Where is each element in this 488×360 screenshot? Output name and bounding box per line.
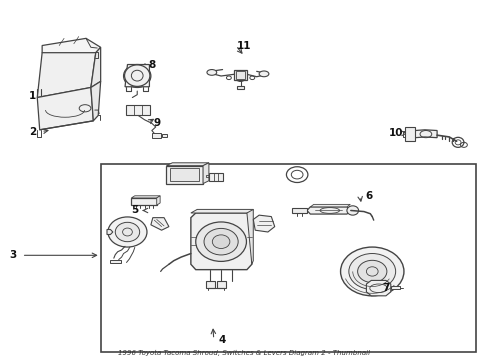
Polygon shape <box>306 207 350 214</box>
Ellipse shape <box>259 71 268 77</box>
Polygon shape <box>166 166 203 184</box>
Polygon shape <box>170 168 199 181</box>
Polygon shape <box>253 215 274 232</box>
Text: 3: 3 <box>9 250 17 260</box>
Text: 11: 11 <box>237 41 251 50</box>
Polygon shape <box>414 130 436 138</box>
Bar <box>152 134 160 138</box>
Text: 1996 Toyota Tacoma Shroud, Switches & Levers Diagram 2 - Thumbnail: 1996 Toyota Tacoma Shroud, Switches & Le… <box>118 350 370 356</box>
Polygon shape <box>131 198 157 205</box>
Polygon shape <box>131 196 160 198</box>
Polygon shape <box>233 69 247 80</box>
Ellipse shape <box>206 69 216 75</box>
Text: 7: 7 <box>382 283 389 293</box>
Polygon shape <box>190 210 253 213</box>
Polygon shape <box>91 47 101 87</box>
Ellipse shape <box>108 217 147 247</box>
Polygon shape <box>190 213 251 270</box>
Polygon shape <box>107 229 113 234</box>
Text: 2: 2 <box>29 127 36 136</box>
Polygon shape <box>151 218 168 230</box>
Polygon shape <box>206 281 215 288</box>
Polygon shape <box>37 53 96 98</box>
Ellipse shape <box>212 235 229 248</box>
Text: 6: 6 <box>365 191 372 201</box>
Ellipse shape <box>203 228 238 255</box>
Ellipse shape <box>123 64 151 87</box>
Bar <box>236 71 244 79</box>
Text: 10: 10 <box>387 129 402 138</box>
Text: 9: 9 <box>153 118 160 128</box>
Bar <box>110 260 121 263</box>
Polygon shape <box>37 87 93 130</box>
Polygon shape <box>125 64 149 87</box>
Ellipse shape <box>346 206 358 215</box>
Polygon shape <box>405 127 414 140</box>
Ellipse shape <box>340 247 403 296</box>
Ellipse shape <box>115 222 140 242</box>
Ellipse shape <box>348 253 395 289</box>
Polygon shape <box>166 163 208 166</box>
Text: 1: 1 <box>29 91 36 101</box>
Polygon shape <box>42 39 101 60</box>
Ellipse shape <box>357 260 386 283</box>
Bar <box>126 105 150 116</box>
Polygon shape <box>217 281 225 288</box>
Polygon shape <box>310 204 349 207</box>
Polygon shape <box>209 173 222 181</box>
Polygon shape <box>292 208 306 213</box>
Text: 8: 8 <box>148 60 155 70</box>
Polygon shape <box>366 280 390 296</box>
Polygon shape <box>91 81 101 121</box>
Polygon shape <box>157 196 160 205</box>
Polygon shape <box>236 86 244 89</box>
Ellipse shape <box>234 71 246 81</box>
Polygon shape <box>246 210 253 264</box>
Ellipse shape <box>124 65 150 86</box>
Text: 4: 4 <box>219 334 226 345</box>
Text: 5: 5 <box>131 206 138 216</box>
Polygon shape <box>203 163 208 184</box>
Bar <box>161 134 167 136</box>
Ellipse shape <box>195 222 246 261</box>
Bar <box>101 164 475 352</box>
Polygon shape <box>390 286 399 289</box>
